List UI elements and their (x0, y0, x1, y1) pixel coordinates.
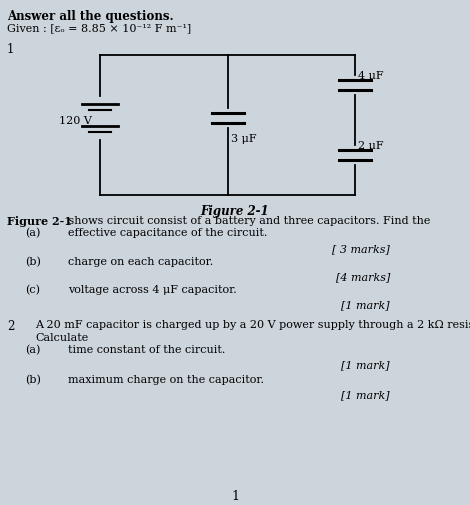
Text: (b): (b) (25, 375, 41, 385)
Text: [1 mark]: [1 mark] (341, 390, 390, 400)
Text: Answer all the questions.: Answer all the questions. (7, 10, 173, 23)
Text: (c): (c) (25, 285, 40, 295)
Text: time constant of the circuit.: time constant of the circuit. (68, 345, 226, 355)
Text: Given : [εₒ = 8.85 × 10⁻¹² F m⁻¹]: Given : [εₒ = 8.85 × 10⁻¹² F m⁻¹] (7, 23, 191, 33)
Text: 120 V: 120 V (59, 116, 92, 126)
Text: [ 3 marks]: [ 3 marks] (332, 244, 390, 254)
Text: 1: 1 (7, 43, 15, 56)
Text: (a): (a) (25, 228, 40, 238)
Text: shows circuit consist of a battery and three capacitors. Find the: shows circuit consist of a battery and t… (65, 216, 431, 226)
Text: 3 μF: 3 μF (231, 134, 257, 144)
Text: (b): (b) (25, 257, 41, 267)
Text: 1: 1 (231, 490, 239, 503)
Text: voltage across 4 μF capacitor.: voltage across 4 μF capacitor. (68, 285, 237, 295)
Text: (a): (a) (25, 345, 40, 356)
Text: effective capacitance of the circuit.: effective capacitance of the circuit. (68, 228, 267, 238)
Text: A 20 mF capacitor is charged up by a 20 V power supply through a 2 kΩ resistor.: A 20 mF capacitor is charged up by a 20 … (35, 320, 470, 330)
Text: maximum charge on the capacitor.: maximum charge on the capacitor. (68, 375, 264, 385)
Text: [4 marks]: [4 marks] (336, 272, 390, 282)
Text: Calculate: Calculate (35, 333, 88, 343)
Text: [1 mark]: [1 mark] (341, 360, 390, 370)
Text: 4 μF: 4 μF (358, 71, 384, 81)
Text: Figure 2-1: Figure 2-1 (7, 216, 72, 227)
Text: Figure 2-1: Figure 2-1 (201, 205, 269, 218)
Text: 2: 2 (7, 320, 15, 333)
Text: charge on each capacitor.: charge on each capacitor. (68, 257, 213, 267)
Text: [1 mark]: [1 mark] (341, 300, 390, 310)
Text: 2 μF: 2 μF (358, 141, 384, 151)
